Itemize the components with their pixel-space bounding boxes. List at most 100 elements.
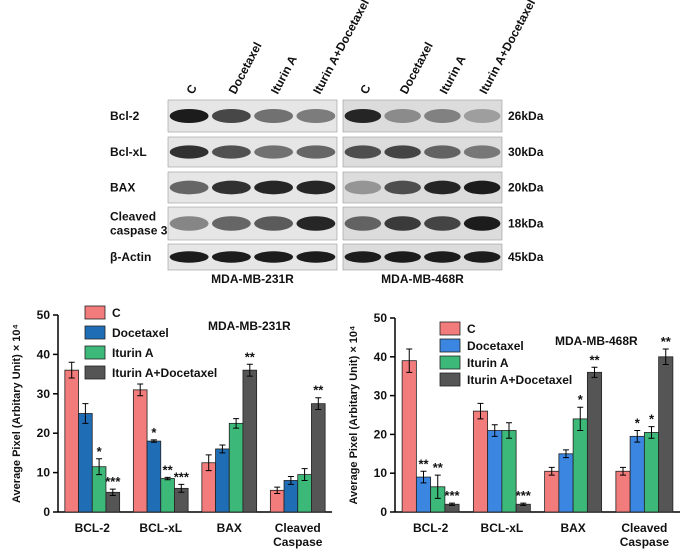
legend-swatch xyxy=(84,365,106,380)
bar xyxy=(572,418,588,513)
cell-line-label: MDA-MB-468R xyxy=(381,272,464,286)
bar xyxy=(629,435,645,513)
x-tick-label: BCL-xL xyxy=(139,521,182,535)
y-tick-label: 10 xyxy=(37,466,51,480)
blot-band xyxy=(254,180,294,195)
blot-band xyxy=(169,145,209,159)
bar xyxy=(615,470,631,513)
x-tick-label: BAX xyxy=(560,521,585,535)
error-bar xyxy=(420,470,427,484)
blot-band xyxy=(296,108,336,124)
y-tick-label: 0 xyxy=(43,505,50,519)
y-tick-label: 50 xyxy=(37,308,51,322)
error-bar xyxy=(406,348,413,373)
size-label: 18kDa xyxy=(508,217,544,231)
blot-band xyxy=(344,180,382,195)
lane-label: Iturin A xyxy=(268,53,300,97)
error-bar xyxy=(506,422,512,439)
x-tick-label-line: Caspase xyxy=(273,535,323,549)
significance-label: ** xyxy=(433,460,444,475)
error-bar xyxy=(548,466,555,476)
legend-label: C xyxy=(467,322,476,336)
size-label: 26kDa xyxy=(508,109,544,123)
bar xyxy=(146,440,162,513)
chart-title: MDA-MB-468R xyxy=(555,334,638,348)
error-bar xyxy=(434,474,441,499)
significance-label: *** xyxy=(105,474,121,489)
blot-band xyxy=(169,108,209,124)
error-bar xyxy=(634,430,641,443)
blot-band xyxy=(344,216,382,231)
error-bar xyxy=(520,502,527,506)
error-bar xyxy=(109,488,116,496)
blot-band xyxy=(296,145,336,159)
legend-swatch xyxy=(439,372,461,387)
x-tick-label: Cleaved Caspase xyxy=(273,521,323,549)
legend-swatch xyxy=(439,338,461,353)
lane-label: Docetaxel xyxy=(397,40,436,97)
bar xyxy=(472,410,489,513)
lane-label: Iturin A+Docetaxel xyxy=(476,0,538,96)
y-axis-label: Average Pixel (Arbitary Unit) × 10⁴ xyxy=(11,324,23,503)
error-bar xyxy=(205,454,212,472)
error-bar xyxy=(137,383,144,397)
legend-swatch xyxy=(439,355,461,370)
blot-band xyxy=(424,251,461,263)
error-bar xyxy=(164,476,171,481)
bar xyxy=(501,430,517,513)
error-bar xyxy=(150,439,157,443)
blot-band xyxy=(211,145,251,159)
size-label: 45kDa xyxy=(508,250,544,264)
y-tick-label: 20 xyxy=(37,426,51,440)
y-tick-label: 50 xyxy=(374,311,388,325)
error-bar xyxy=(219,444,226,454)
blot-band xyxy=(384,145,421,159)
error-bar xyxy=(82,403,89,424)
lane-label: Iturin A xyxy=(437,53,469,97)
error-bar xyxy=(563,449,569,459)
significance-label: * xyxy=(649,412,655,427)
legend-label: Iturin A+Docetaxel xyxy=(467,373,572,387)
size-label: 30kDa xyxy=(508,145,544,159)
y-tick-label: 30 xyxy=(374,389,388,403)
blot-band xyxy=(384,180,421,195)
legend-swatch xyxy=(439,321,461,336)
bar xyxy=(283,480,299,513)
legend-label: Iturin A xyxy=(112,346,154,360)
significance-label: ** xyxy=(163,462,174,477)
x-tick-label: BCL-2 xyxy=(75,521,111,535)
error-bar xyxy=(577,406,584,432)
lane-label: C xyxy=(357,82,374,97)
blot-band xyxy=(254,251,294,263)
blot-band xyxy=(463,251,501,263)
size-label: 20kDa xyxy=(508,181,544,195)
blot-band xyxy=(211,216,251,231)
legend-label: Iturin A+Docetaxel xyxy=(112,366,217,380)
legend-label: Docetaxel xyxy=(112,326,169,340)
bar xyxy=(311,403,326,513)
protein-label-line: caspase 3 xyxy=(110,224,168,238)
blot-band xyxy=(169,216,209,231)
cell-line-label: MDA-MB-231R xyxy=(211,272,294,286)
x-tick-label-line: Cleaved xyxy=(621,521,667,535)
error-bar xyxy=(178,483,185,493)
blot-band xyxy=(344,108,382,124)
blot-band xyxy=(296,180,336,195)
x-tick-label: Cleaved Caspase xyxy=(620,521,670,549)
x-tick-label-line: Caspase xyxy=(620,535,670,549)
x-tick-label: BAX xyxy=(217,521,242,535)
significance-label: *** xyxy=(174,469,190,484)
error-bar xyxy=(233,418,240,429)
error-bar xyxy=(449,502,455,506)
y-tick-label: 40 xyxy=(374,350,388,364)
blot-band xyxy=(384,216,421,231)
chart-title: MDA-MB-231R xyxy=(208,319,291,333)
bar xyxy=(160,478,175,513)
x-tick-label-line: Cleaved xyxy=(275,521,321,535)
error-bar xyxy=(591,366,598,378)
error-bar xyxy=(315,397,322,411)
blot-band xyxy=(254,145,294,159)
significance-label: * xyxy=(578,392,584,407)
error-bar xyxy=(96,458,103,476)
